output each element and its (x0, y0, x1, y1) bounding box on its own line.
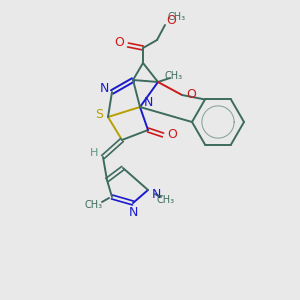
Text: N: N (151, 188, 161, 202)
Text: O: O (186, 88, 196, 101)
Text: CH₃: CH₃ (85, 200, 103, 210)
Text: CH₃: CH₃ (168, 12, 186, 22)
Text: N: N (143, 95, 153, 109)
Text: CH₃: CH₃ (157, 195, 175, 205)
Text: O: O (167, 128, 177, 142)
Text: CH₃: CH₃ (165, 71, 183, 81)
Text: N: N (99, 82, 109, 95)
Text: O: O (114, 37, 124, 50)
Text: N: N (128, 206, 138, 218)
Text: S: S (95, 107, 103, 121)
Text: H: H (90, 148, 98, 158)
Text: O: O (166, 14, 176, 28)
